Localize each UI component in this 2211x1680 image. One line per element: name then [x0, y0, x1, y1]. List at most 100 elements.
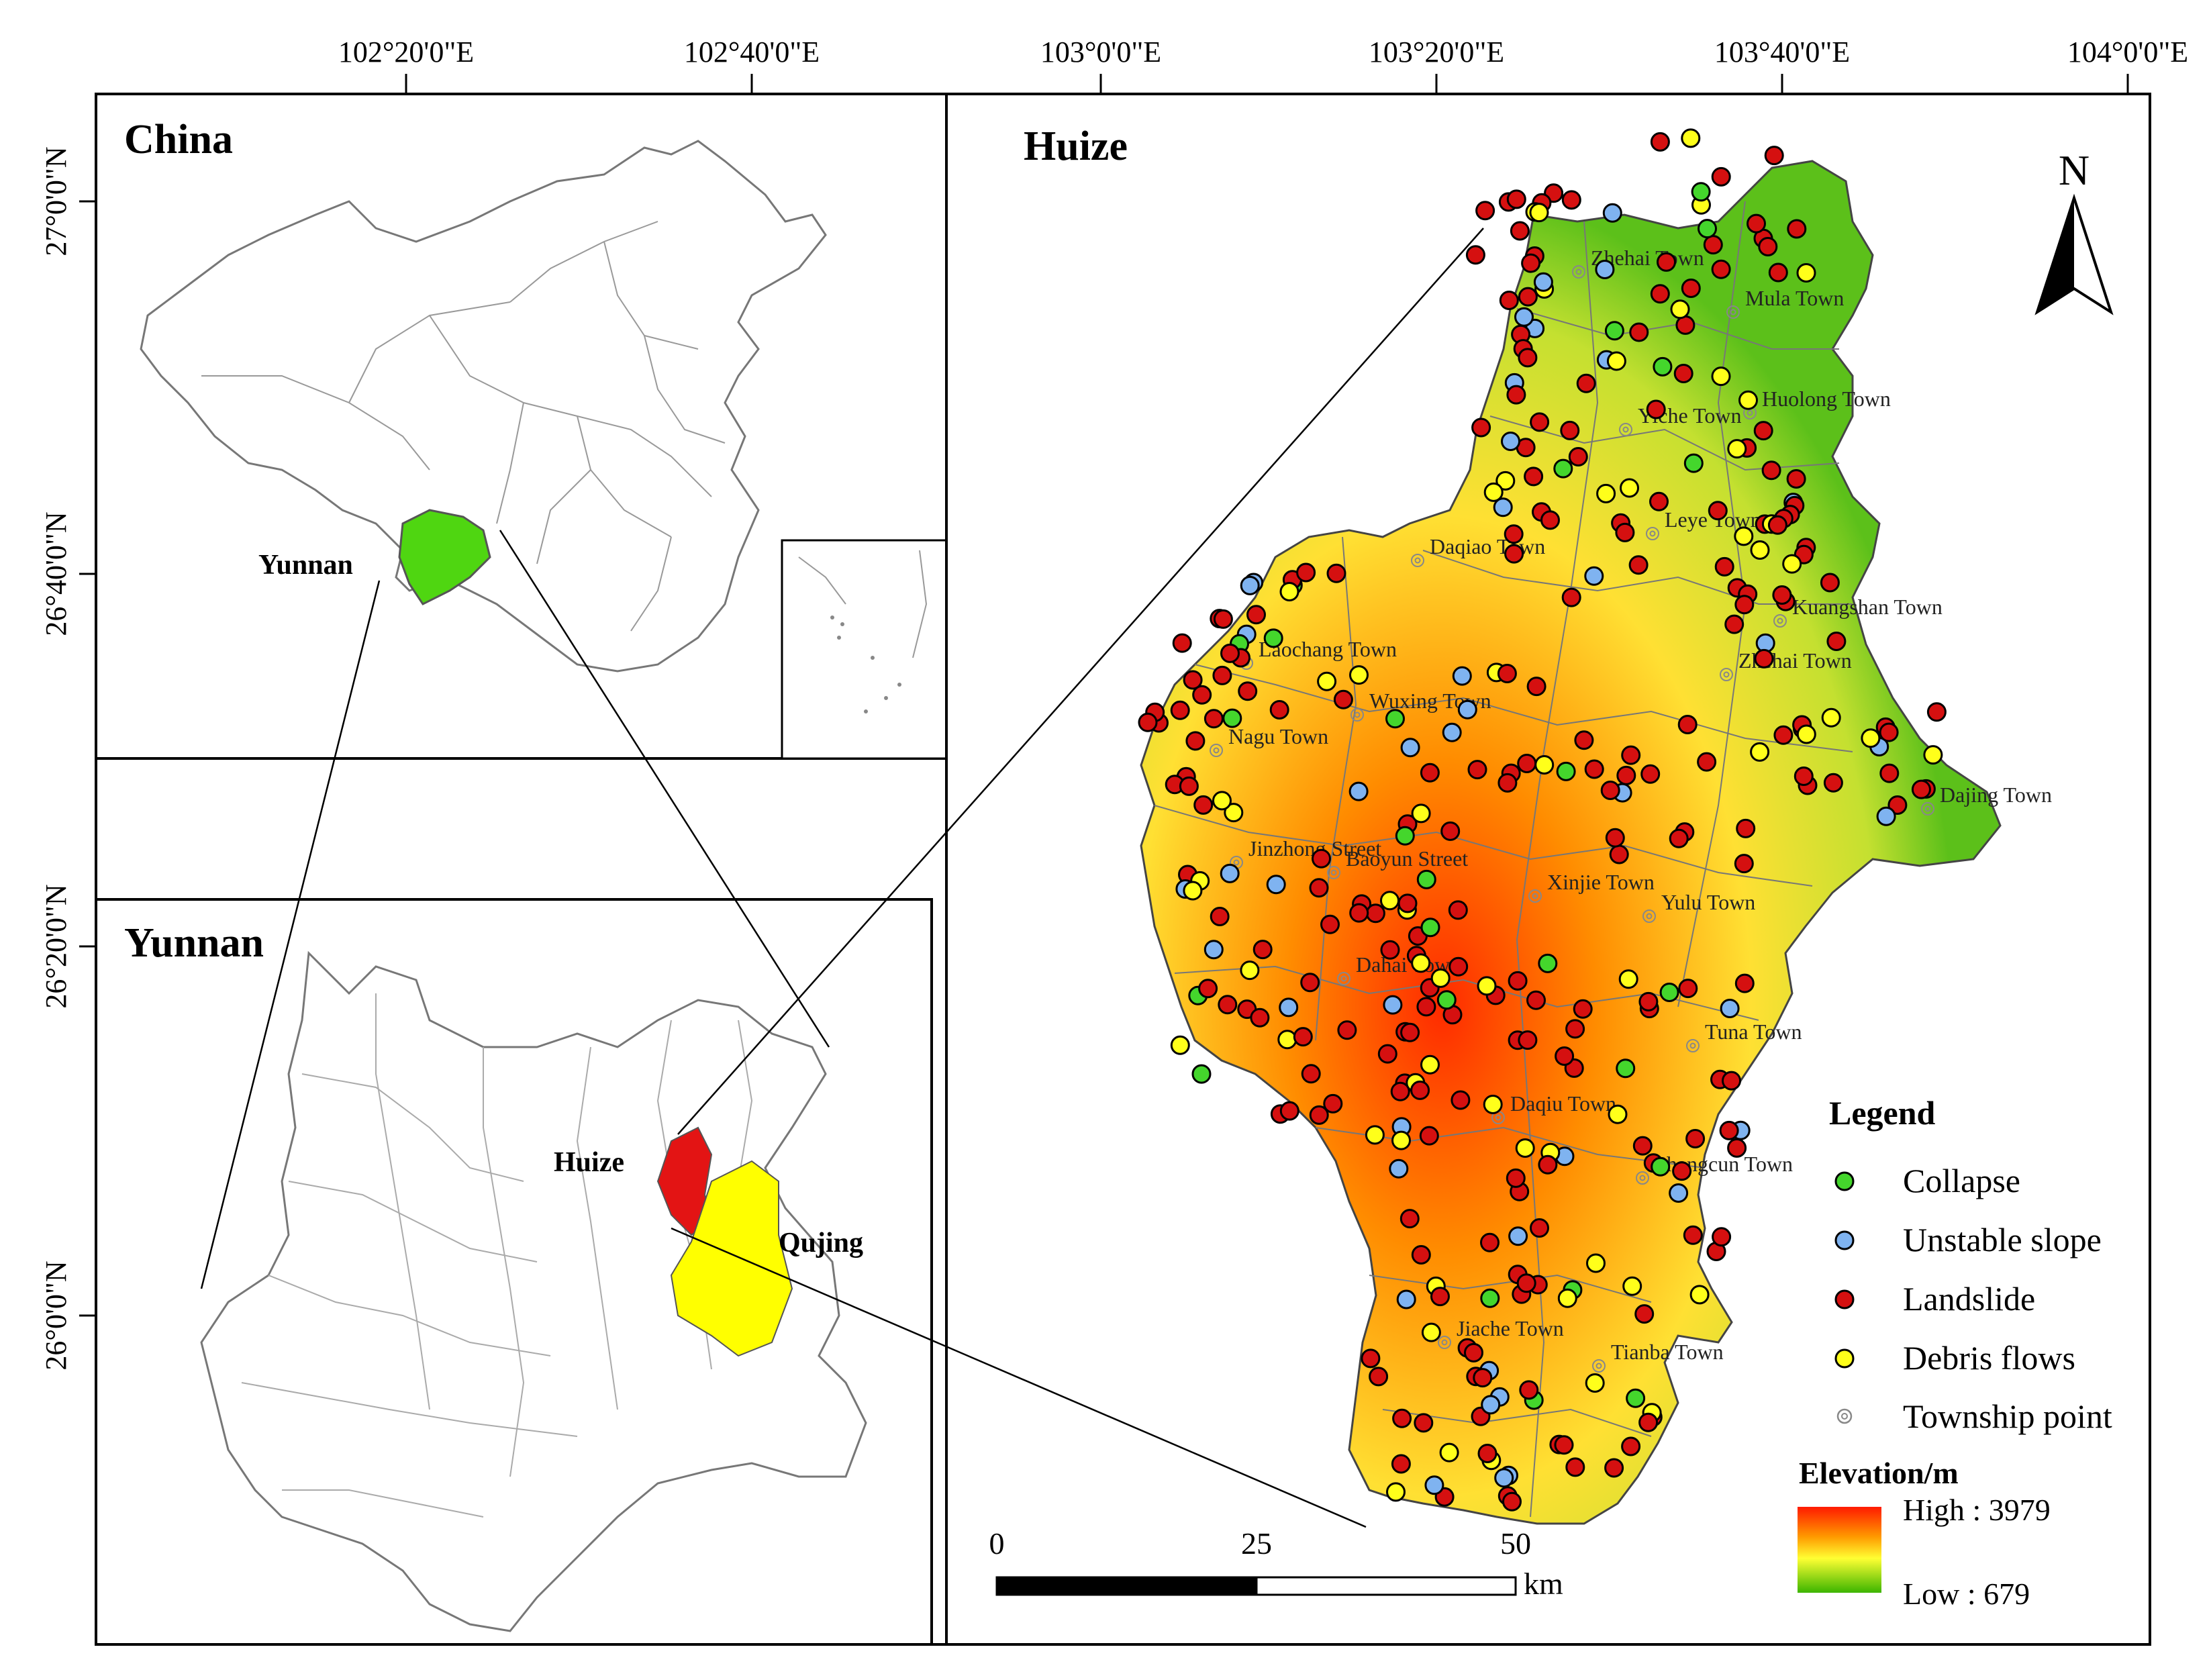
- landslide-point: [1772, 585, 1792, 605]
- landslide-point: [1734, 595, 1755, 615]
- hazard-points: [1138, 128, 1947, 1512]
- township-label: Daqiu Town: [1510, 1091, 1616, 1116]
- debris-flow-point: [1439, 1442, 1459, 1463]
- latitude-label: 27°0'0"N: [40, 146, 72, 256]
- unstable-slope-point: [1481, 1395, 1501, 1415]
- landslide-point: [1399, 1209, 1420, 1229]
- landslide-point: [1480, 1232, 1500, 1252]
- unstable-slope-point: [1452, 666, 1472, 686]
- elevation-low-label: Low : 679: [1903, 1577, 2030, 1611]
- landslide-point: [1279, 1101, 1299, 1121]
- unstable-slope-point: [1457, 699, 1477, 720]
- china-outline: [140, 140, 827, 673]
- landslide-point: [1879, 763, 1900, 783]
- landslide-point: [1518, 348, 1538, 368]
- landslide-point: [1621, 745, 1641, 765]
- debris-flow-point: [1411, 953, 1431, 973]
- township-point: [1327, 866, 1340, 879]
- landslide-point: [1193, 795, 1214, 815]
- township-label: Xinjie Town: [1547, 870, 1655, 894]
- unstable-slope-point: [1266, 875, 1286, 895]
- landslide-point: [1677, 715, 1698, 734]
- landslide-point: [1333, 689, 1353, 709]
- township-label: Daqiao Town: [1430, 534, 1545, 558]
- township-point: [1592, 1359, 1606, 1373]
- landslide-point: [1517, 754, 1537, 773]
- unstable-slope-swatch: [1834, 1230, 1855, 1250]
- landslide-point: [1649, 491, 1669, 511]
- landslide-point: [1497, 773, 1518, 793]
- township-label: Yulu Town: [1661, 890, 1755, 914]
- landslide-point: [1911, 779, 1931, 799]
- township-label: Tianba Town: [1611, 1340, 1724, 1364]
- collapse-point: [1604, 321, 1624, 341]
- landslide-point: [1530, 412, 1550, 432]
- township-label: Mula Town: [1745, 286, 1844, 310]
- landslide-point: [1521, 253, 1541, 273]
- debris-flow-point: [1796, 724, 1816, 744]
- landslide-point: [1477, 1444, 1497, 1463]
- scale-bar: 0 25 50 km: [989, 1526, 1564, 1601]
- landslide-point: [1754, 648, 1774, 669]
- latitude-label: 26°20'0"N: [40, 884, 72, 1008]
- debris-flow-point: [1727, 439, 1747, 459]
- landslide-point: [1473, 1368, 1493, 1388]
- yunnan-outline: [200, 950, 867, 1632]
- longitude-label: 104°0'0"E: [2067, 36, 2188, 68]
- landslide-point: [1640, 764, 1661, 784]
- debris-flow-point: [1622, 1276, 1642, 1296]
- landslide-point: [1392, 1408, 1412, 1428]
- landslide-point: [1634, 1304, 1655, 1324]
- township-label: Tuna Town: [1705, 1020, 1802, 1044]
- landslide-point: [1518, 287, 1538, 307]
- township-label: Kuangshan Town: [1792, 595, 1943, 619]
- yunnan-highlight: [398, 509, 491, 605]
- collapse-label: Collapse: [1903, 1162, 2020, 1199]
- unstable-slope-point: [1508, 1226, 1528, 1246]
- township-point: [1337, 972, 1350, 985]
- landslide-point: [1708, 501, 1728, 521]
- latitude-label: 26°0'0"N: [40, 1261, 72, 1370]
- landslide-point: [1448, 900, 1468, 920]
- landslide-point: [1138, 712, 1158, 732]
- landslide-point: [1502, 1491, 1522, 1512]
- landslide-point: [1185, 731, 1206, 751]
- township-point: [1686, 1039, 1700, 1052]
- collapse-point: [1222, 708, 1242, 728]
- landslide-point: [1369, 1367, 1389, 1387]
- collapse-point: [1616, 1058, 1636, 1079]
- debris-flow-point: [1386, 1482, 1406, 1502]
- debris-flow-point: [1183, 881, 1203, 901]
- landslide-point: [1296, 562, 1316, 583]
- landslide-point: [1530, 1218, 1549, 1238]
- debris-flow-point: [1618, 969, 1638, 989]
- landslide-point: [1497, 664, 1517, 683]
- landslide-point: [1561, 190, 1581, 210]
- landslide-point: [1440, 821, 1461, 841]
- scale-unit: km: [1524, 1567, 1563, 1601]
- scale-label-25: 25: [1241, 1526, 1272, 1561]
- unstable-slope-point: [1383, 995, 1403, 1015]
- debris-flow-point: [1670, 299, 1690, 319]
- landslide-point: [1753, 421, 1773, 441]
- unstable-slope-point: [1493, 497, 1513, 517]
- debris-flow-point: [1495, 471, 1516, 491]
- longitude-label: 102°20'0"E: [338, 36, 474, 68]
- debris-flow-point: [1923, 745, 1943, 765]
- landslide-point: [1554, 1435, 1574, 1455]
- landslide-point: [1400, 1022, 1420, 1042]
- debris-flows-label: Debris flows: [1903, 1339, 2075, 1377]
- landslide-point: [1764, 146, 1784, 166]
- unstable-slope-point: [1876, 806, 1896, 826]
- landslide-point: [1504, 544, 1524, 564]
- township-point: [1210, 744, 1223, 757]
- landslide-point: [1320, 914, 1340, 934]
- unstable-slope-point: [1396, 1289, 1416, 1310]
- landslide-point: [1672, 1161, 1692, 1181]
- collapse-point: [1651, 1156, 1671, 1177]
- landslide-point: [1390, 1081, 1410, 1101]
- landslide-point: [1300, 973, 1320, 993]
- debris-flow-point: [1515, 1138, 1535, 1158]
- landslide-point: [1526, 677, 1546, 697]
